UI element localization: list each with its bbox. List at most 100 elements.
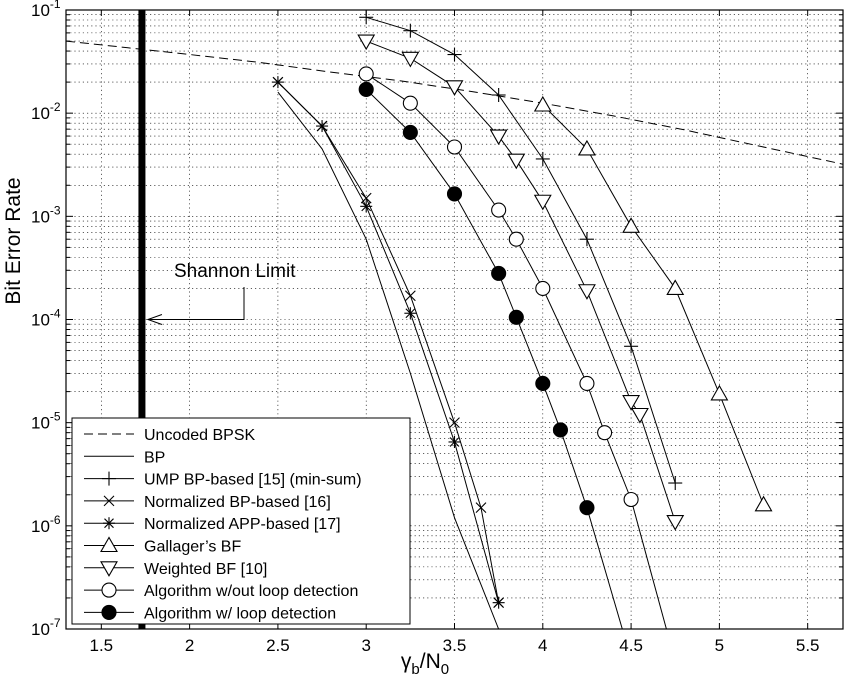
marker-plus [668,476,683,491]
marker-triangle-up [100,536,118,553]
marker-circle-open-shape [358,66,374,82]
marker-circle-filled-shape [358,81,374,97]
series-line [542,104,764,505]
marker-plus [535,151,550,166]
y-tick-exponent: -3 [50,203,61,217]
markers-triangle-up [533,95,773,512]
y-tick-label: 10-1 [31,0,61,20]
marker-x [404,290,416,302]
marker-star [404,307,417,320]
series-line [66,40,843,165]
y-tick-label: 10-6 [31,513,61,536]
series-plus [366,16,676,484]
marker-x [360,192,372,204]
y-tick-base: 10 [31,414,50,433]
marker-triangle-down [100,561,118,577]
marker-plus [491,87,506,102]
markers-plus [359,10,683,491]
marker-circle-open-shape [623,491,639,508]
x-tick-label: 5.5 [796,636,820,655]
marker-star [360,200,373,213]
marker-circle-open [597,425,613,441]
y-tick-label: 10-5 [31,410,61,433]
marker-plus [579,232,594,247]
x-tick-label: 5 [715,636,724,655]
marker-triangle-up-shape [754,495,773,512]
legend-label: Algorithm w/out loop detection [144,583,358,600]
marker-circle-open [579,375,595,391]
series-line [277,81,500,603]
marker-circle-filled-shape [535,375,551,391]
marker-circle-open-shape [402,95,418,111]
marker-circle-open [491,202,507,218]
y-tick-exponent: -6 [50,513,61,527]
marker-x [103,495,115,507]
y-tick-base: 10 [31,104,50,123]
marker-star [448,435,461,448]
marker-star-b [493,597,504,608]
y-tick-base: 10 [31,517,50,536]
legend-item: Uncoded BPSK [84,427,256,444]
marker-circle-open-shape [535,280,551,296]
marker-triangle-down-shape [507,153,526,170]
marker-circle-filled-shape [402,124,418,141]
y-tick-base: 10 [31,207,50,226]
legend-label: Algorithm w/ loop detection [144,605,336,622]
marker-star-b [405,308,416,319]
y-tick-exponent: -2 [50,100,61,114]
markers-circle-filled [358,81,595,516]
marker-triangle-down [507,153,526,170]
y-tick-base: 10 [31,620,50,639]
marker-circle-filled [508,309,524,325]
marker-triangle-down [666,515,685,531]
marker-circle-filled [552,422,569,438]
marker-circle-filled [101,604,117,620]
marker-circle-open [358,66,374,82]
legend-label: Gallager’s BF [144,539,241,556]
marker-circle-filled-shape [101,604,117,620]
y-tick-exponent: -7 [50,616,61,630]
marker-triangle-down [489,129,508,146]
marker-circle-open [508,231,524,247]
y-tick-label: 10-2 [31,100,61,123]
legend-item: BP [84,449,165,466]
marker-triangle-up [622,217,641,233]
markers-star [271,76,505,609]
marker-triangle-down-shape [622,395,641,411]
marker-x [449,417,460,429]
markers-circle-open [358,66,639,508]
y-tick-label: 10-7 [31,616,61,639]
series-none [277,91,500,629]
marker-triangle-up [710,384,729,401]
legend-label: Normalized APP-based [17] [144,516,341,533]
y-tick-exponent: -5 [50,410,61,424]
y-tick-exponent: -4 [50,307,61,321]
marker-star [271,76,284,89]
legend-item: Normalized BP-based [16] [84,494,331,511]
marker-triangle-down-shape [630,407,649,424]
shannon-arrow-line [147,287,245,320]
marker-circle-filled [491,265,507,281]
marker-triangle-up-shape [533,95,552,112]
marker-circle-filled-shape [508,309,524,325]
marker-triangle-up [666,279,685,295]
y-tick-exponent: -1 [50,0,61,11]
marker-plus [624,339,639,354]
marker-star-b [449,437,460,447]
marker-triangle-up-shape [622,217,641,233]
marker-x [475,502,487,514]
marker-triangle-down [622,395,641,411]
marker-circle-open-shape [579,375,595,391]
marker-plus [447,47,462,62]
legend-item: Normalized APP-based [17] [84,516,341,533]
shannon-limit-label: Shannon Limit [174,261,296,282]
series-extension-line [630,499,667,629]
x-tick-label: 1.5 [89,636,113,655]
marker-circle-filled-shape [579,500,595,516]
series-none [66,40,843,165]
x-tick-label: 2.5 [266,636,290,655]
legend-label: BP [144,449,165,466]
marker-star-b [104,518,114,529]
marker-circle-open-shape [597,425,613,441]
